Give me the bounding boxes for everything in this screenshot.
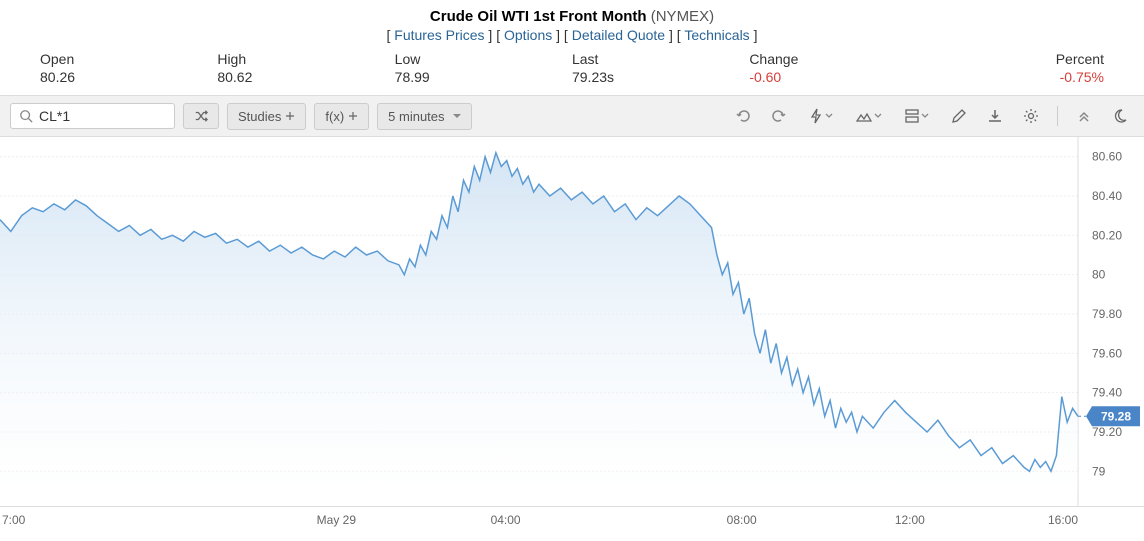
header-nav: [ Futures Prices ] [ Options ] [ Detaile…: [0, 27, 1144, 43]
svg-text:80.40: 80.40: [1092, 189, 1122, 203]
studies-label: Studies: [238, 109, 281, 124]
stat-value: 78.99: [395, 69, 572, 85]
pencil-icon: [951, 108, 967, 124]
stat-low: Low 78.99: [395, 51, 572, 85]
fx-button[interactable]: f(x): [314, 103, 369, 130]
stat-open: Open 80.26: [40, 51, 217, 85]
stat-value: 79.23s: [572, 69, 749, 85]
compare-button[interactable]: [183, 103, 219, 129]
stat-high: High 80.62: [217, 51, 394, 85]
svg-text:79: 79: [1092, 464, 1106, 478]
settings-button[interactable]: [1017, 102, 1045, 130]
symbol-search[interactable]: [10, 103, 175, 129]
chevron-double-up-icon: [1077, 109, 1091, 123]
chart-plot-area[interactable]: 79.28 80.60 80.40 80.20 80 79.80 79.60 79.40 79…: [0, 137, 1144, 507]
svg-text:79.60: 79.60: [1092, 346, 1122, 360]
download-icon: [987, 108, 1003, 124]
symbol-input[interactable]: [39, 108, 166, 124]
instrument-title: Crude Oil WTI 1st Front Month: [430, 8, 647, 25]
draw-button[interactable]: [945, 102, 973, 130]
gear-icon: [1023, 108, 1039, 124]
moon-icon: [1112, 108, 1128, 124]
bolt-icon: [809, 108, 823, 124]
svg-text:80: 80: [1092, 268, 1106, 282]
events-button[interactable]: [801, 102, 841, 130]
x-tick-label: May 29: [317, 513, 356, 527]
exchange-label: (NYMEX): [651, 8, 714, 25]
nav-futures-prices[interactable]: Futures Prices: [394, 27, 484, 43]
svg-text:79.40: 79.40: [1092, 386, 1122, 400]
svg-text:80.20: 80.20: [1092, 228, 1122, 242]
expand-button[interactable]: [1070, 102, 1098, 130]
chevron-down-icon: [825, 112, 833, 120]
x-tick-label: 12:00: [895, 513, 925, 527]
svg-text:79.20: 79.20: [1092, 425, 1122, 439]
stat-label: Last: [572, 51, 749, 67]
shuffle-icon: [194, 109, 208, 123]
download-button[interactable]: [981, 102, 1009, 130]
stat-change: Change -0.60: [749, 51, 926, 85]
stat-last: Last 79.23s: [572, 51, 749, 85]
stat-value: 80.62: [217, 69, 394, 85]
fx-label: f(x): [325, 109, 344, 124]
stats-row: Open 80.26 High 80.62 Low 78.99 Last 79.…: [0, 47, 1144, 95]
plus-icon: [285, 111, 295, 121]
stat-label: High: [217, 51, 394, 67]
interval-dropdown[interactable]: 5 minutes: [377, 103, 471, 130]
redo-button[interactable]: [765, 102, 793, 130]
stat-value: 80.26: [40, 69, 217, 85]
chevron-down-icon: [874, 112, 882, 120]
svg-text:79.28: 79.28: [1101, 409, 1131, 423]
chart-type-button[interactable]: [849, 102, 889, 130]
chevron-down-icon: [921, 112, 929, 120]
svg-text:79.80: 79.80: [1092, 307, 1122, 321]
stat-label: Percent: [927, 51, 1104, 67]
toolbar-separator: [1057, 106, 1058, 126]
stat-value: -0.75%: [927, 69, 1104, 85]
undo-icon: [735, 108, 751, 124]
x-axis: 7:00 May 29 04:00 08:00 12:00 16:00: [0, 507, 1144, 535]
x-tick-label: 7:00: [2, 513, 25, 527]
interval-label: 5 minutes: [388, 109, 444, 124]
x-tick-label: 08:00: [727, 513, 757, 527]
x-tick-label: 04:00: [491, 513, 521, 527]
price-chart-svg: 79.28 80.60 80.40 80.20 80 79.80 79.60 79.40 79…: [0, 137, 1144, 507]
template-button[interactable]: [897, 102, 937, 130]
x-tick-label: 16:00: [1048, 513, 1078, 527]
night-mode-button[interactable]: [1106, 102, 1134, 130]
chart-title-line: Crude Oil WTI 1st Front Month (NYMEX): [0, 8, 1144, 25]
studies-button[interactable]: Studies: [227, 103, 306, 130]
plus-icon: [348, 111, 358, 121]
chart-toolbar: Studies f(x) 5 minutes: [0, 95, 1144, 137]
nav-technicals[interactable]: Technicals: [684, 27, 749, 43]
save-layout-icon: [905, 109, 919, 123]
stat-label: Change: [749, 51, 926, 67]
undo-button[interactable]: [729, 102, 757, 130]
redo-icon: [771, 108, 787, 124]
nav-options[interactable]: Options: [504, 27, 552, 43]
stat-label: Open: [40, 51, 217, 67]
stat-percent: Percent -0.75%: [927, 51, 1104, 85]
svg-text:80.60: 80.60: [1092, 150, 1122, 164]
search-icon: [19, 109, 33, 123]
mountain-icon: [856, 109, 872, 123]
stat-label: Low: [395, 51, 572, 67]
chart-header: Crude Oil WTI 1st Front Month (NYMEX) [ …: [0, 0, 1144, 47]
stat-value: -0.60: [749, 69, 926, 85]
nav-detailed-quote[interactable]: Detailed Quote: [572, 27, 665, 43]
